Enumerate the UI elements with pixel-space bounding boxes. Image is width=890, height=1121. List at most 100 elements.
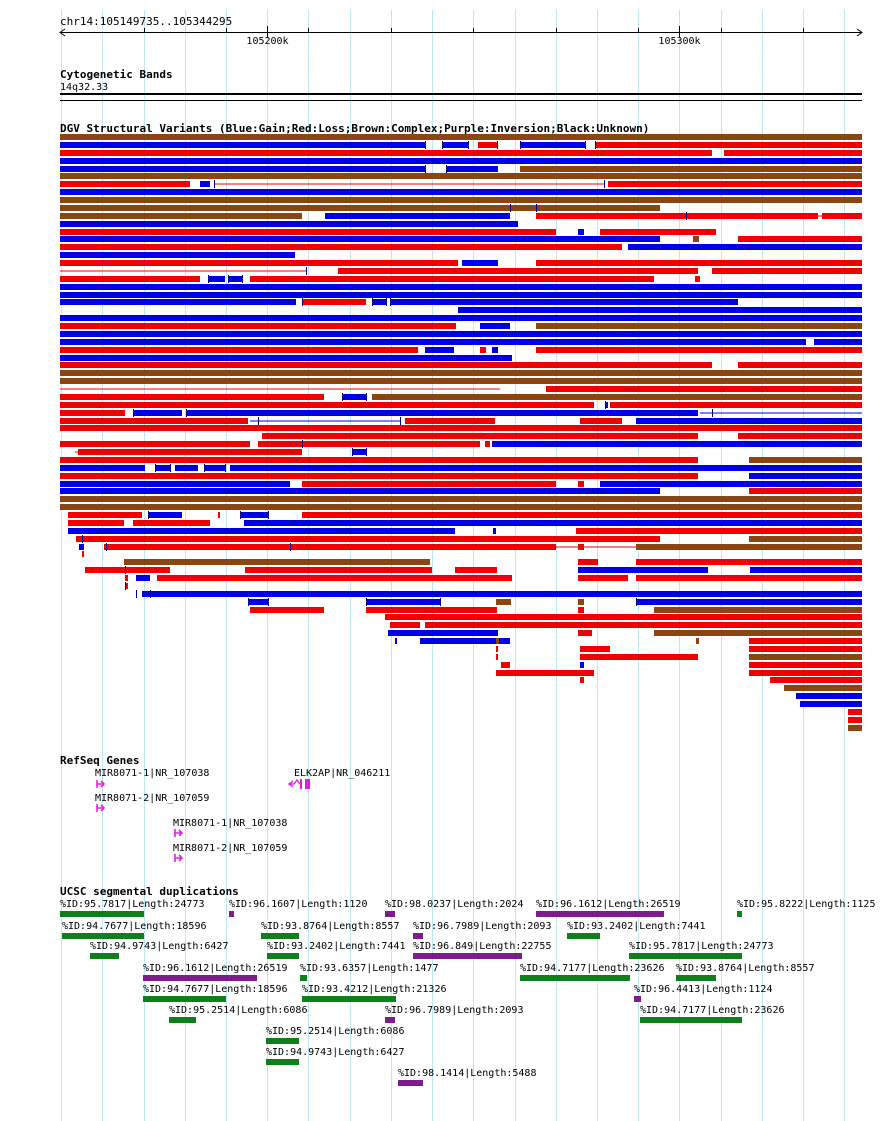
dgv-variant[interactable]	[480, 347, 486, 353]
dgv-variant[interactable]	[600, 481, 862, 487]
dgv-variant[interactable]	[60, 189, 862, 195]
dgv-variant[interactable]	[228, 276, 242, 282]
dgv-variant[interactable]	[693, 236, 699, 242]
dgv-variant[interactable]	[749, 646, 862, 652]
dgv-variant[interactable]	[372, 394, 862, 400]
dgv-variant[interactable]	[492, 441, 862, 447]
dgv-variant[interactable]	[458, 307, 862, 313]
dgv-variant[interactable]	[493, 528, 496, 534]
dgv-variant[interactable]	[248, 599, 268, 605]
segdup-feature[interactable]: %ID:95.7817|Length:24773	[60, 899, 205, 917]
dgv-variant[interactable]	[749, 638, 862, 644]
dgv-variant[interactable]	[462, 260, 498, 266]
dgv-variant[interactable]	[262, 433, 698, 439]
dgv-variant[interactable]	[245, 567, 432, 573]
dgv-variant[interactable]	[385, 614, 862, 620]
dgv-variant[interactable]	[536, 323, 862, 329]
dgv-variant[interactable]	[60, 465, 145, 471]
dgv-variant[interactable]	[218, 512, 220, 518]
dgv-variant[interactable]	[60, 496, 862, 502]
dgv-variant[interactable]	[60, 418, 248, 424]
segdup-feature[interactable]: %ID:93.6357|Length:1477	[300, 963, 438, 981]
dgv-variant[interactable]	[578, 544, 584, 550]
segdup-feature[interactable]: %ID:93.4212|Length:21326	[302, 984, 447, 1002]
dgv-variant[interactable]	[738, 236, 862, 242]
dgv-variant[interactable]	[76, 536, 660, 542]
dgv-variant[interactable]	[695, 276, 700, 282]
dgv-variant[interactable]	[60, 158, 862, 164]
dgv-variant[interactable]	[580, 677, 584, 683]
dgv-variant[interactable]	[60, 410, 125, 416]
dgv-variant[interactable]	[784, 685, 862, 691]
dgv-variant[interactable]	[390, 622, 420, 628]
dgv-variant[interactable]	[724, 150, 862, 156]
dgv-variant[interactable]	[175, 465, 198, 471]
dgv-variant[interactable]	[654, 630, 862, 636]
dgv-variant[interactable]	[60, 362, 712, 368]
segdup-feature[interactable]: %ID:95.7817|Length:24773	[629, 941, 774, 959]
dgv-variant[interactable]	[60, 134, 862, 140]
dgv-variant[interactable]	[125, 575, 128, 581]
dgv-variant[interactable]	[60, 221, 518, 227]
dgv-variant[interactable]	[628, 244, 862, 250]
dgv-variant[interactable]	[636, 599, 862, 605]
dgv-variant[interactable]	[60, 276, 200, 282]
dgv-variant[interactable]	[60, 166, 425, 172]
dgv-variant[interactable]	[536, 260, 862, 266]
dgv-variant[interactable]	[848, 709, 862, 715]
dgv-variant[interactable]	[749, 662, 862, 668]
gene-feature[interactable]: MIR8071-2|NR_107059	[173, 843, 287, 862]
dgv-variant[interactable]	[60, 504, 862, 510]
dgv-variant[interactable]	[78, 449, 302, 455]
dgv-variant[interactable]	[600, 229, 716, 235]
dgv-variant[interactable]	[60, 299, 296, 305]
dgv-variant[interactable]	[442, 142, 468, 148]
segdup-feature[interactable]: %ID:94.7677|Length:18596	[62, 921, 207, 939]
dgv-variant[interactable]	[258, 441, 480, 447]
dgv-variant[interactable]	[60, 473, 698, 479]
dgv-variant[interactable]	[342, 394, 366, 400]
dgv-variant[interactable]	[848, 717, 862, 723]
dgv-variant[interactable]	[546, 386, 862, 392]
dgv-variant[interactable]	[578, 599, 584, 605]
dgv-variant[interactable]	[800, 701, 862, 707]
dgv-variant[interactable]	[580, 654, 698, 660]
dgv-variant[interactable]	[636, 544, 862, 550]
segdup-feature[interactable]: %ID:94.7177|Length:23626	[520, 963, 665, 981]
dgv-variant[interactable]	[390, 299, 738, 305]
dgv-variant[interactable]	[68, 512, 142, 518]
dgv-variant[interactable]	[446, 166, 498, 172]
dgv-variant[interactable]	[654, 607, 862, 613]
dgv-variant[interactable]	[60, 197, 862, 203]
segdup-feature[interactable]: %ID:94.9743|Length:6427	[266, 1047, 404, 1065]
dgv-variant[interactable]	[60, 173, 862, 179]
dgv-variant[interactable]	[148, 512, 182, 518]
dgv-variant[interactable]	[425, 622, 862, 628]
dgv-variant[interactable]	[520, 142, 585, 148]
dgv-variant[interactable]	[60, 205, 660, 211]
dgv-variant[interactable]	[578, 567, 708, 573]
dgv-variant[interactable]	[68, 528, 455, 534]
dgv-variant[interactable]	[157, 575, 512, 581]
dgv-variant[interactable]	[595, 142, 862, 148]
dgv-variant[interactable]	[848, 725, 862, 731]
dgv-variant[interactable]	[501, 662, 510, 668]
segdup-feature[interactable]: %ID:94.7677|Length:18596	[143, 984, 288, 1002]
dgv-variant[interactable]	[636, 418, 862, 424]
segdup-feature[interactable]: %ID:96.849|Length:22755	[413, 941, 551, 959]
dgv-variant[interactable]	[208, 276, 225, 282]
dgv-variant[interactable]	[696, 638, 699, 644]
dgv-variant[interactable]	[425, 347, 454, 353]
dgv-variant[interactable]	[712, 268, 862, 274]
dgv-variant[interactable]	[142, 591, 862, 597]
dgv-variant[interactable]	[578, 559, 598, 565]
dgv-variant[interactable]	[60, 488, 660, 494]
dgv-variant[interactable]	[480, 323, 510, 329]
dgv-variant[interactable]	[749, 670, 862, 676]
dgv-variant[interactable]	[60, 355, 512, 361]
dgv-variant[interactable]	[60, 260, 458, 266]
segdup-feature[interactable]: %ID:98.1414|Length:5488	[398, 1068, 536, 1086]
dgv-variant[interactable]	[372, 299, 386, 305]
dgv-variant[interactable]	[60, 323, 456, 329]
dgv-variant[interactable]	[750, 567, 862, 573]
